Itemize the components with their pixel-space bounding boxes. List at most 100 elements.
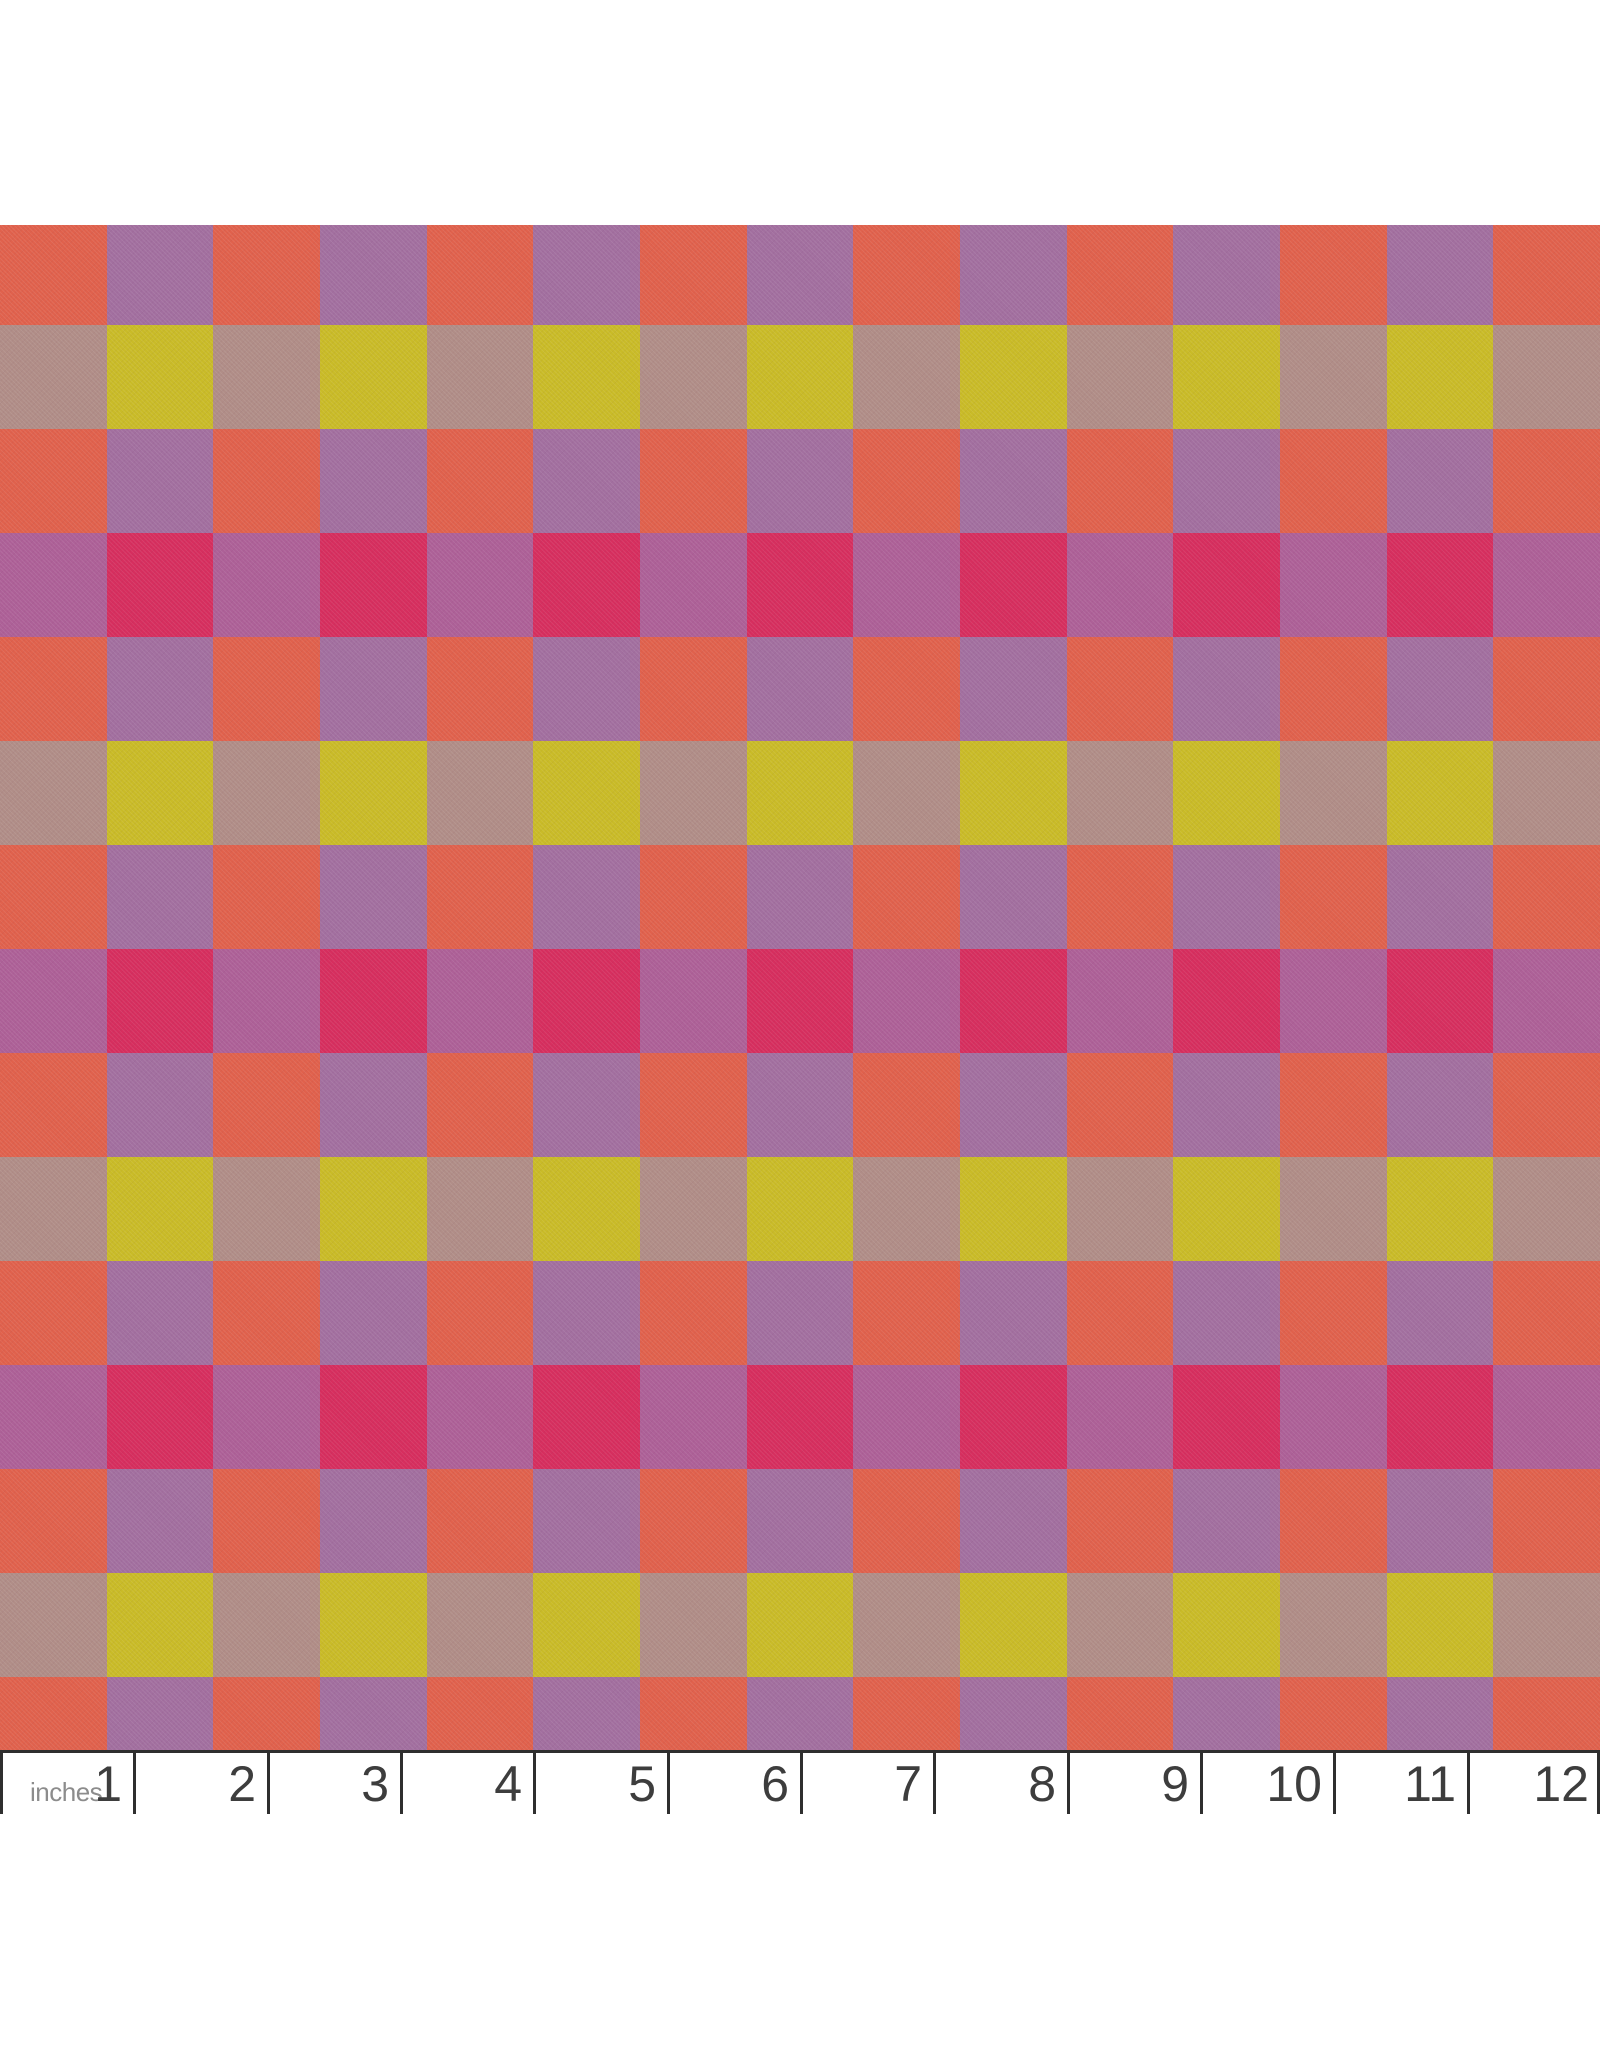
fabric-square xyxy=(426,949,534,1053)
ruler-tick xyxy=(133,1750,136,1814)
fabric-square xyxy=(1280,1469,1387,1573)
ruler-number: 6 xyxy=(761,1756,789,1812)
fabric-square xyxy=(1280,1365,1387,1469)
fabric-row xyxy=(0,533,1600,637)
fabric-square xyxy=(213,741,321,845)
fabric-square xyxy=(1066,225,1174,325)
fabric-square xyxy=(106,225,214,325)
fabric-square xyxy=(0,1677,107,1752)
fabric-square xyxy=(1493,637,1600,741)
fabric-square xyxy=(746,741,854,845)
fabric-square xyxy=(213,1469,321,1573)
fabric-square xyxy=(746,1469,854,1573)
fabric-square xyxy=(1386,225,1494,325)
fabric-square xyxy=(746,1261,854,1365)
fabric-square xyxy=(640,637,747,741)
fabric-square xyxy=(1173,1469,1281,1573)
fabric-square xyxy=(533,325,641,429)
fabric-square xyxy=(0,325,107,429)
fabric-square xyxy=(1280,533,1387,637)
fabric-square xyxy=(640,741,747,845)
ruler-tick xyxy=(1597,1750,1600,1814)
fabric-square xyxy=(533,637,641,741)
fabric-square xyxy=(1173,533,1281,637)
fabric-square xyxy=(1066,429,1174,533)
fabric-square xyxy=(1280,225,1387,325)
fabric-square xyxy=(1280,1053,1387,1157)
fabric-square xyxy=(106,429,214,533)
fabric-square xyxy=(426,533,534,637)
fabric-row xyxy=(0,949,1600,1053)
fabric-square xyxy=(0,845,107,949)
fabric-swatch xyxy=(0,225,1600,1752)
ruler-tick xyxy=(0,1750,3,1814)
fabric-square xyxy=(533,741,641,845)
fabric-square xyxy=(213,1053,321,1157)
fabric-square xyxy=(640,1365,747,1469)
fabric-row xyxy=(0,225,1600,325)
fabric-square xyxy=(960,429,1067,533)
fabric-square xyxy=(106,1261,214,1365)
fabric-square xyxy=(320,1157,427,1261)
fabric-square xyxy=(533,1469,641,1573)
fabric-square xyxy=(853,1677,961,1752)
fabric-square xyxy=(320,1469,427,1573)
fabric-square xyxy=(533,225,641,325)
ruler-tick xyxy=(1200,1750,1203,1814)
fabric-row xyxy=(0,1573,1600,1677)
fabric-square xyxy=(1493,1677,1600,1752)
fabric-square xyxy=(1280,1261,1387,1365)
fabric-square xyxy=(746,533,854,637)
fabric-square xyxy=(1493,741,1600,845)
fabric-square xyxy=(320,225,427,325)
fabric-square xyxy=(213,533,321,637)
fabric-square xyxy=(0,637,107,741)
fabric-square xyxy=(0,429,107,533)
fabric-square xyxy=(1066,1157,1174,1261)
fabric-square xyxy=(1493,845,1600,949)
ruler-number: 8 xyxy=(1028,1756,1056,1812)
fabric-square xyxy=(0,1053,107,1157)
fabric-square xyxy=(426,1677,534,1752)
fabric-square xyxy=(0,533,107,637)
fabric-square xyxy=(853,533,961,637)
fabric-square xyxy=(1173,225,1281,325)
fabric-square xyxy=(320,845,427,949)
fabric-square xyxy=(1066,637,1174,741)
fabric-square xyxy=(640,1677,747,1752)
fabric-square xyxy=(320,1573,427,1677)
fabric-square xyxy=(853,225,961,325)
fabric-square xyxy=(1066,1469,1174,1573)
fabric-square xyxy=(640,1469,747,1573)
fabric-square xyxy=(0,1469,107,1573)
fabric-square xyxy=(533,845,641,949)
fabric-square xyxy=(960,1365,1067,1469)
fabric-square xyxy=(106,1157,214,1261)
fabric-square xyxy=(1173,429,1281,533)
fabric-square xyxy=(853,325,961,429)
fabric-square xyxy=(960,1677,1067,1752)
fabric-square xyxy=(106,949,214,1053)
fabric-square xyxy=(213,1261,321,1365)
fabric-square xyxy=(213,1365,321,1469)
ruler-tick xyxy=(1067,1750,1070,1814)
fabric-square xyxy=(533,1261,641,1365)
fabric-square xyxy=(960,1469,1067,1573)
fabric-square xyxy=(1066,325,1174,429)
fabric-square xyxy=(960,1573,1067,1677)
ruler-tick xyxy=(933,1750,936,1814)
fabric-square xyxy=(426,325,534,429)
fabric-square xyxy=(320,1365,427,1469)
fabric-square xyxy=(533,1677,641,1752)
fabric-square xyxy=(640,949,747,1053)
fabric-square xyxy=(426,741,534,845)
fabric-square xyxy=(106,637,214,741)
fabric-square xyxy=(1493,1157,1600,1261)
fabric-square xyxy=(426,429,534,533)
fabric-square xyxy=(533,429,641,533)
fabric-row xyxy=(0,741,1600,845)
fabric-square xyxy=(1386,1053,1494,1157)
fabric-square xyxy=(0,949,107,1053)
fabric-square xyxy=(960,1157,1067,1261)
fabric-square xyxy=(746,225,854,325)
